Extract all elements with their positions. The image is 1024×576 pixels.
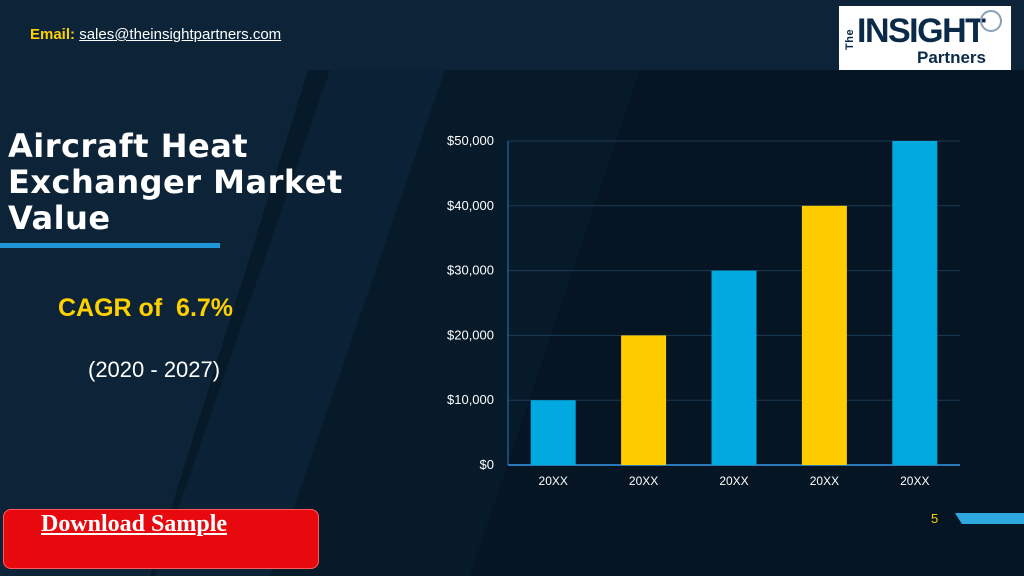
- download-sample-label[interactable]: Download Sample: [41, 511, 228, 537]
- x-tick-label: 20XX: [719, 474, 748, 488]
- page-accent-bar: [955, 513, 1024, 524]
- x-tick-label: 20XX: [900, 474, 929, 488]
- title-underline: [0, 243, 220, 248]
- bar: [892, 141, 938, 465]
- bar: [711, 270, 757, 465]
- bar: [621, 335, 667, 465]
- logo-partners: Partners: [917, 48, 986, 67]
- email-contact: Email: sales@theinsightpartners.com: [30, 26, 281, 43]
- bar: [801, 205, 847, 466]
- y-tick-label: $20,000: [447, 327, 494, 342]
- market-value-chart: $0 $10,000 $20,000 $30,000 $40,000 $50,000 20X…: [447, 133, 960, 488]
- download-sample-button[interactable]: Download Sample: [3, 509, 319, 569]
- y-tick-label: $40,000: [447, 198, 494, 213]
- forecast-period: (2020 - 2027): [88, 357, 221, 382]
- x-tick-label: 20XX: [629, 474, 658, 488]
- y-tick-label: $10,000: [447, 392, 494, 407]
- cagr-value: CAGR of 6.7%: [58, 294, 234, 322]
- y-tick-label: $50,000: [447, 133, 494, 148]
- magnifier-icon: [980, 10, 1002, 32]
- page-title: Aircraft Heat Exchanger Market Value: [8, 127, 343, 237]
- email-link[interactable]: sales@theinsightpartners.com: [79, 26, 282, 43]
- y-tick-label: $0: [480, 457, 494, 472]
- email-label: Email:: [30, 26, 76, 43]
- y-tick-label: $30,000: [447, 263, 494, 278]
- x-tick-label: 20XX: [810, 474, 839, 488]
- x-tick-label: 20XX: [539, 474, 568, 488]
- company-logo[interactable]: The INSIGHT Partners: [839, 6, 1011, 70]
- logo-insight: INSIGHT: [857, 12, 986, 50]
- logo-the: The: [844, 28, 856, 50]
- page-number: 5: [931, 511, 939, 526]
- bar: [530, 400, 576, 465]
